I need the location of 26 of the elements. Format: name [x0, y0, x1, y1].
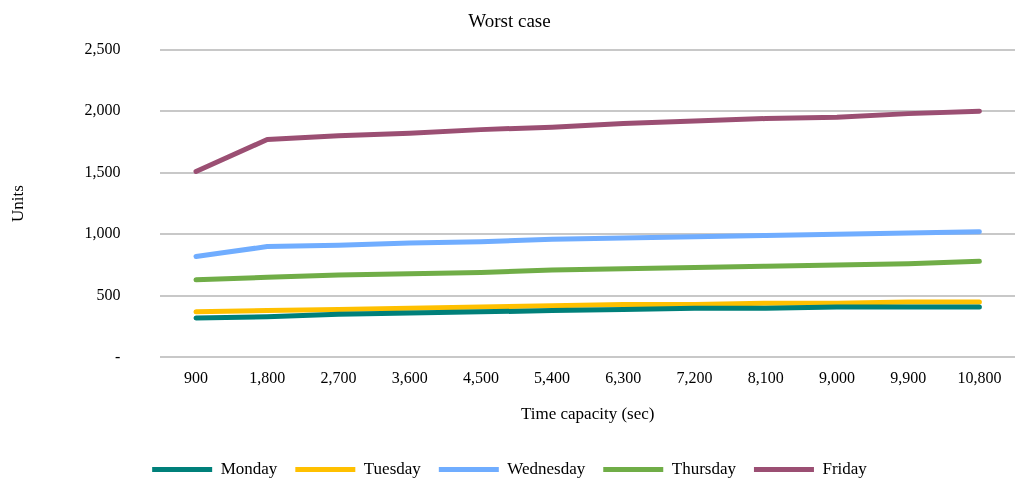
y-tick-label: 2,000: [84, 101, 121, 119]
x-tick-label: 6,300: [605, 369, 642, 387]
legend-label: Tuesday: [363, 458, 422, 478]
x-tick-label: 10,800: [957, 369, 1002, 387]
legend-label: Monday: [220, 458, 278, 478]
y-axis-title: Units: [7, 185, 27, 222]
x-tick-label: 9,900: [890, 369, 927, 387]
legend-label: Wednesday: [507, 458, 586, 478]
legend-label: Thursday: [671, 458, 737, 478]
x-tick-label: 1,800: [249, 369, 286, 387]
x-tick-label: 2,700: [320, 369, 357, 387]
y-tick-label: 1,500: [84, 162, 121, 180]
x-tick-label: 900: [184, 369, 209, 387]
x-tick-label: 4,500: [462, 369, 499, 387]
x-axis-title: Time capacity (sec): [520, 404, 655, 424]
x-tick-label: 7,200: [676, 369, 713, 387]
legend-label: Friday: [822, 458, 868, 478]
y-tick-label: 2,500: [84, 39, 121, 57]
x-tick-label: 3,600: [391, 369, 428, 387]
x-tick-label: 8,100: [747, 369, 784, 387]
y-tick-label: 500: [96, 286, 121, 304]
chart-title: Worst case: [468, 10, 551, 32]
x-tick-label: 5,400: [534, 369, 571, 387]
y-tick-label: 1,000: [84, 224, 121, 242]
x-tick-label: 9,000: [818, 369, 855, 387]
y-tick-label: -: [115, 347, 121, 365]
